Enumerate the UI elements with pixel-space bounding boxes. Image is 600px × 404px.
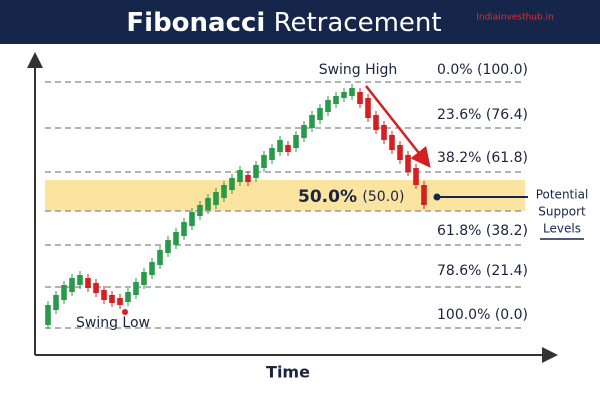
candle-body (405, 155, 411, 172)
level-label: 50.0% (50.0) (298, 187, 405, 207)
retrace-arrow (365, 85, 431, 168)
candle-body (157, 250, 163, 265)
candle-body (133, 282, 139, 295)
candle-body (325, 100, 331, 112)
title-banner (0, 0, 600, 44)
level-label: 61.8% (38.2) (437, 223, 528, 239)
level-label: 100.0% (0.0) (437, 307, 528, 323)
candle-body (261, 155, 267, 168)
swing-high: Swing High (319, 62, 398, 78)
candle-body (213, 192, 219, 205)
title-bold: Fibonacci (126, 8, 265, 38)
candle-body (93, 283, 99, 293)
candle-body (117, 298, 123, 305)
candle-body (421, 185, 427, 205)
candle-body (381, 125, 387, 140)
candle-body (85, 278, 91, 288)
candle-body (141, 272, 147, 285)
candle-body (45, 305, 51, 325)
candles (45, 84, 427, 329)
candle-body (285, 145, 291, 152)
candle-body (77, 275, 83, 285)
fifty-val: (50.0) (362, 189, 404, 205)
candle-body (269, 148, 275, 160)
candle-body (317, 108, 323, 120)
level-label: 38.2% (61.8) (437, 150, 528, 166)
candle-body (277, 140, 283, 152)
candle-body (173, 232, 179, 245)
candle-body (253, 165, 259, 178)
level-lines (45, 81, 525, 329)
title-rest: Retracement (274, 8, 442, 38)
candle-body (397, 145, 403, 160)
candle-body (365, 98, 371, 118)
candle-body (205, 198, 211, 210)
swing-low-dot (122, 309, 128, 315)
level-label: 78.6% (21.4) (437, 263, 528, 279)
x-axis-label: Time (266, 363, 310, 382)
candle-body (53, 295, 59, 310)
candle-body (125, 292, 131, 302)
candle-body (189, 212, 195, 226)
candle-body (181, 222, 187, 236)
candle-body (149, 262, 155, 275)
support-label: Support (538, 205, 586, 219)
candle-body (413, 168, 419, 185)
candle-body (61, 285, 67, 300)
support-label: Levels (543, 222, 581, 236)
candle-body (309, 115, 315, 128)
candle-body (341, 92, 347, 98)
candle-body (229, 178, 235, 190)
candle-body (293, 135, 299, 148)
candle-body (373, 115, 379, 130)
candle-body (165, 240, 171, 253)
candle-body (357, 92, 363, 104)
watermark: Indiainvesthub.in (476, 13, 554, 23)
candle-body (389, 135, 395, 150)
candle-body (333, 96, 339, 104)
candle-body (69, 278, 75, 292)
candle-body (221, 185, 227, 198)
support-label: Potential (536, 188, 589, 202)
candle-body (245, 175, 251, 182)
candle-body (349, 88, 355, 96)
candle-body (237, 170, 243, 182)
candle-body (301, 125, 307, 138)
swing-low: Swing Low (76, 315, 150, 331)
level-label: 23.6% (76.4) (437, 107, 528, 123)
candle-body (101, 290, 107, 300)
title: Fibonacci Retracement (126, 8, 441, 38)
candle-body (109, 295, 115, 303)
candle-body (197, 205, 203, 216)
level-label: 0.0% (100.0) (437, 62, 528, 78)
fifty-pct: 50.0% (298, 187, 357, 207)
fifty-band (45, 180, 525, 211)
